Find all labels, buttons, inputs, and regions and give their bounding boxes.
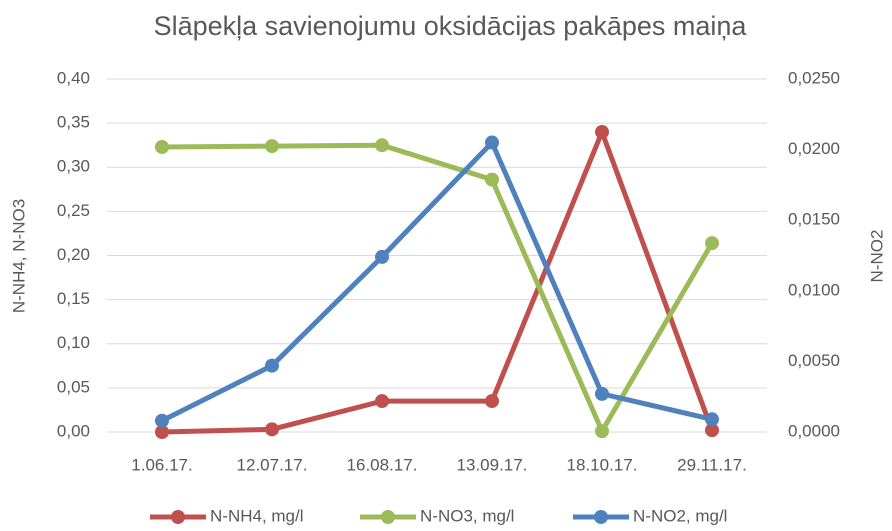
y-tick-label: 0,40 [57, 68, 90, 87]
y-tick-label: 0,30 [57, 157, 90, 176]
y2-tick-label: 0,0200 [788, 139, 840, 158]
y2-tick-label: 0,0000 [788, 421, 840, 440]
marker [485, 172, 499, 187]
marker [265, 422, 279, 437]
x-tick-label: 16.08.17. [347, 455, 418, 474]
marker [595, 386, 609, 401]
y2-axis-label: N-NO2 [867, 230, 886, 283]
y-tick-label: 0,15 [57, 289, 90, 308]
legend-label: N-NH4, mg/l [210, 506, 304, 525]
marker [155, 425, 169, 439]
marker [155, 139, 169, 154]
y-tick-label: 0,20 [57, 245, 90, 264]
marker [265, 139, 279, 154]
marker [595, 124, 609, 139]
chart-title: Slāpekļa savienojumu oksidācijas pakāpes… [154, 11, 748, 41]
y-tick-label: 0,35 [57, 113, 90, 132]
marker [705, 412, 719, 427]
marker [705, 423, 719, 438]
x-tick-label: 29.11.17. [677, 455, 747, 474]
x-tick-label: 13.09.17. [457, 455, 528, 474]
x-tick-label: 12.07.17. [237, 455, 308, 474]
legend-label: N-NO2, mg/l [633, 506, 727, 525]
marker [265, 358, 279, 373]
y2-tick-label: 0,0150 [788, 210, 840, 229]
y-tick-label: 0,05 [57, 377, 90, 396]
x-tick-label: 1.06.17. [131, 455, 192, 474]
legend-marker [381, 510, 395, 524]
marker [155, 413, 169, 428]
series-line [161, 129, 715, 435]
y-tick-label: 0,25 [57, 201, 90, 220]
marker [375, 394, 389, 409]
marker [485, 135, 499, 150]
y2-tick-label: 0,0250 [788, 68, 840, 87]
y2-tick-label: 0,0100 [788, 280, 840, 299]
marker [485, 394, 499, 409]
y-axis-label: N-NH4, N-NO3 [9, 199, 28, 313]
y-tick-label: 0,10 [57, 333, 90, 352]
legend-marker [594, 510, 608, 524]
y-tick-label: 0,00 [57, 421, 90, 440]
marker [375, 249, 389, 264]
marker [375, 138, 389, 153]
series-line [160, 140, 713, 423]
y2-tick-label: 0,0050 [788, 351, 840, 370]
legend-marker [171, 510, 185, 524]
marker [595, 424, 609, 439]
marker [705, 236, 719, 251]
x-tick-label: 18.10.17. [567, 455, 638, 474]
legend-label: N-NO3, mg/l [420, 506, 514, 525]
